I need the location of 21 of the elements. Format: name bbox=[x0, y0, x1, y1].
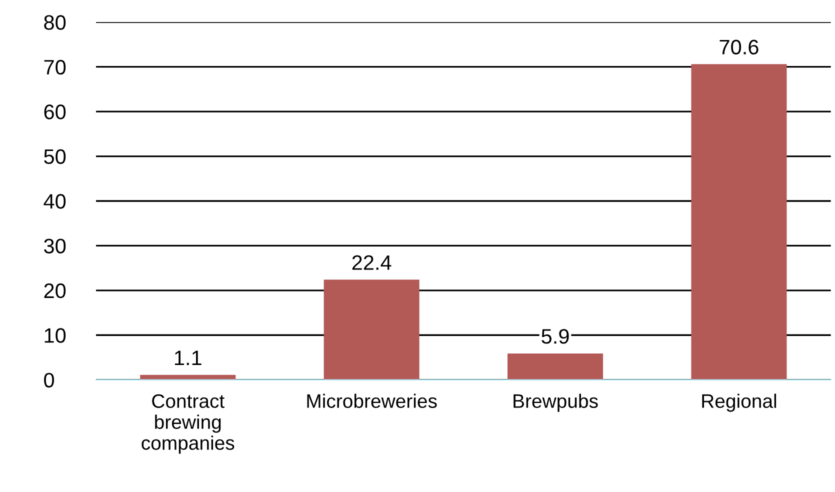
y-tick-label: 50 bbox=[44, 149, 66, 164]
y-tick-label: 10 bbox=[44, 328, 66, 343]
x-tick-label: Microbreweries bbox=[307, 394, 437, 408]
y-tick-label: 60 bbox=[44, 104, 66, 120]
y-tick-label: 40 bbox=[44, 194, 66, 209]
x-tick-label: Contract brewing companies bbox=[142, 394, 234, 454]
bar bbox=[324, 280, 420, 380]
y-tick-label: 30 bbox=[44, 238, 66, 254]
bar bbox=[140, 374, 236, 380]
y-tick-label: 70 bbox=[44, 60, 66, 75]
data-label: 5.9 bbox=[542, 329, 569, 344]
y-tick-label: 20 bbox=[44, 283, 66, 298]
bar bbox=[508, 353, 604, 380]
bar bbox=[691, 64, 787, 380]
y-tick-label: 80 bbox=[44, 15, 66, 30]
data-label: 1.1 bbox=[174, 350, 202, 366]
data-label: 22.4 bbox=[352, 255, 392, 270]
y-tick-label: 0 bbox=[44, 372, 54, 388]
data-label: 70.6 bbox=[720, 40, 758, 54]
x-tick-label: Regional bbox=[702, 394, 776, 412]
x-tick-label: Brewpubs bbox=[514, 394, 598, 412]
